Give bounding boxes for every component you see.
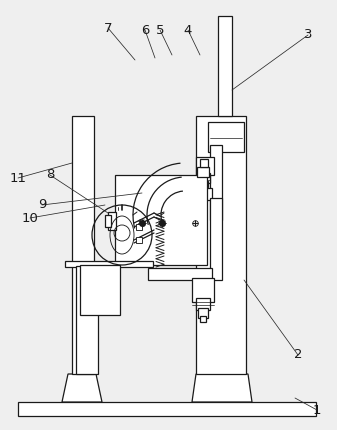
- Polygon shape: [192, 374, 252, 402]
- Text: 2: 2: [294, 348, 302, 362]
- Bar: [18, 402, 316, 416]
- Text: 11: 11: [9, 172, 27, 184]
- Text: 5: 5: [156, 24, 164, 37]
- Bar: [208, 122, 244, 152]
- Bar: [198, 308, 208, 318]
- Bar: [218, 16, 232, 116]
- Bar: [202, 181, 208, 187]
- Polygon shape: [62, 374, 102, 402]
- Bar: [210, 198, 222, 280]
- Bar: [150, 188, 212, 200]
- Bar: [72, 116, 94, 374]
- Bar: [210, 145, 222, 220]
- Bar: [196, 298, 210, 310]
- Text: 4: 4: [184, 24, 192, 37]
- Bar: [136, 237, 142, 243]
- Bar: [108, 212, 116, 230]
- Text: 10: 10: [22, 212, 38, 224]
- Bar: [200, 173, 210, 183]
- Bar: [200, 159, 208, 167]
- Bar: [105, 215, 111, 227]
- Bar: [80, 265, 120, 315]
- Text: 1: 1: [313, 403, 321, 417]
- Text: 8: 8: [46, 169, 54, 181]
- Bar: [197, 167, 209, 177]
- Bar: [115, 175, 207, 265]
- Text: 7: 7: [104, 22, 112, 34]
- Bar: [65, 261, 153, 267]
- Bar: [148, 268, 212, 280]
- Text: 6: 6: [141, 24, 149, 37]
- Text: 3: 3: [304, 28, 312, 42]
- Bar: [196, 116, 246, 374]
- Bar: [200, 316, 206, 322]
- Bar: [192, 278, 214, 302]
- Bar: [76, 266, 98, 374]
- Text: 9: 9: [38, 199, 46, 212]
- Bar: [136, 224, 142, 230]
- Bar: [196, 157, 214, 175]
